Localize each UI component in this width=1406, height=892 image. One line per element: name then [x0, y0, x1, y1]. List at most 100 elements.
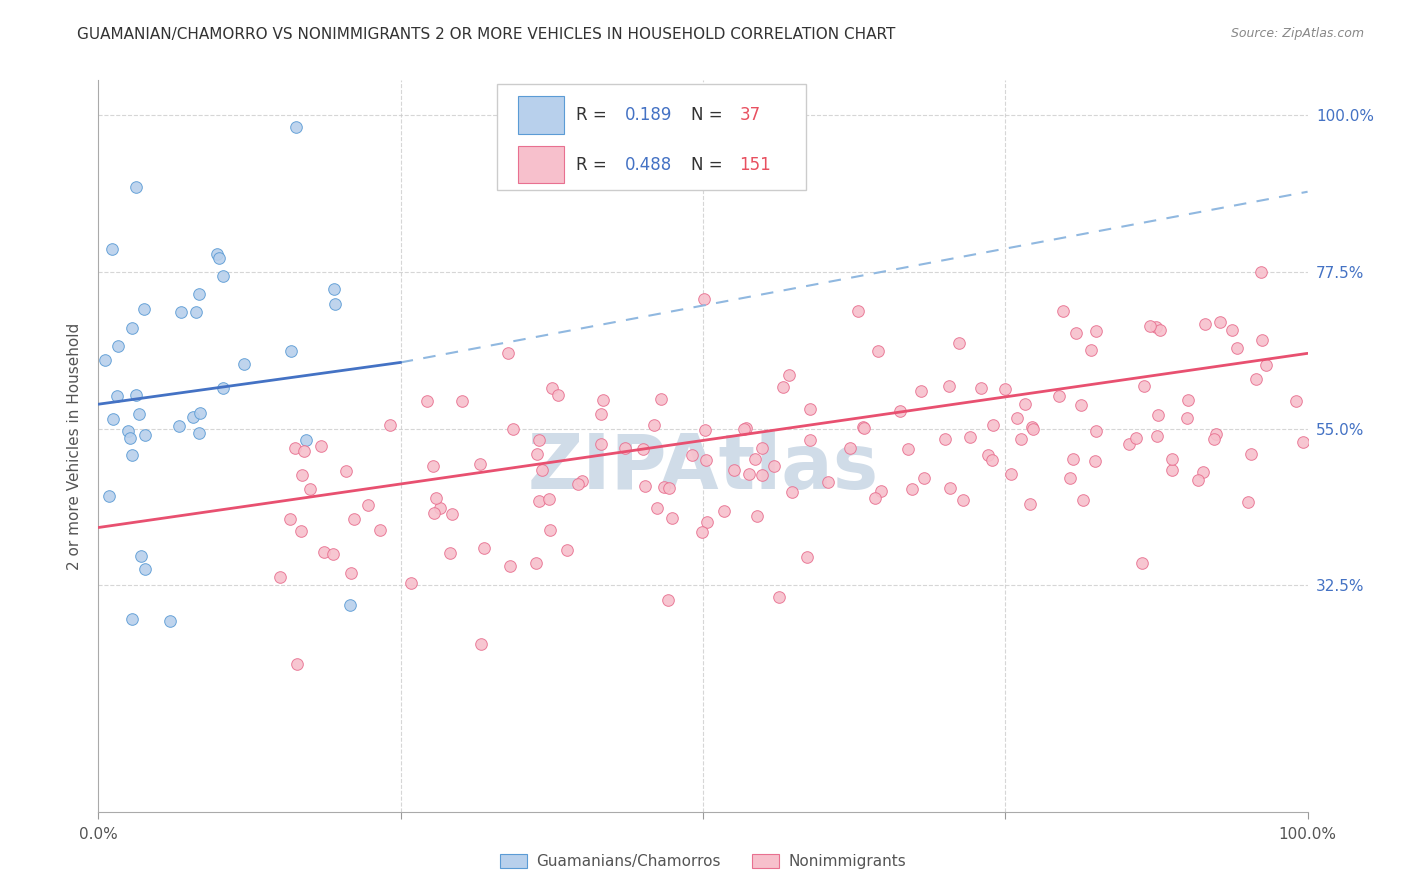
Point: [472, 541, 495, 556]
Point: [591, 436, 613, 450]
Point: [1052, 303, 1074, 318]
Point: [1256, 358, 1278, 372]
Point: [1085, 324, 1108, 338]
Point: [1251, 333, 1274, 347]
Point: [1147, 409, 1170, 423]
Point: [1250, 265, 1272, 279]
Point: [94, 353, 117, 368]
Point: [131, 549, 153, 563]
Point: [952, 492, 974, 507]
Point: [1202, 432, 1225, 446]
Point: [555, 543, 578, 558]
Text: ZIPAtlas: ZIPAtlas: [527, 431, 879, 505]
Point: [529, 494, 551, 508]
Point: [285, 657, 308, 671]
Point: [643, 417, 665, 432]
Point: [233, 357, 256, 371]
Point: [799, 401, 821, 416]
Point: [524, 556, 547, 570]
Point: [368, 523, 391, 537]
Point: [1285, 394, 1308, 409]
Point: [295, 433, 318, 447]
Point: [897, 442, 920, 456]
Point: [292, 444, 315, 458]
Point: [167, 418, 190, 433]
Text: 0.189: 0.189: [624, 106, 672, 124]
Text: R =: R =: [576, 155, 607, 174]
Point: [325, 297, 347, 311]
Point: [817, 475, 839, 490]
Point: [205, 247, 228, 261]
Point: [980, 453, 1002, 467]
FancyBboxPatch shape: [517, 96, 564, 134]
Point: [540, 381, 562, 395]
Point: [299, 482, 322, 496]
Point: [852, 419, 875, 434]
Point: [1177, 392, 1199, 407]
Point: [343, 512, 366, 526]
Point: [101, 242, 124, 256]
Point: [1073, 493, 1095, 508]
Point: [889, 404, 911, 418]
Point: [134, 427, 156, 442]
Point: [870, 483, 893, 498]
Point: [692, 524, 714, 539]
Point: [425, 491, 447, 505]
Point: [323, 282, 346, 296]
Point: [1118, 437, 1140, 451]
Point: [948, 336, 970, 351]
Point: [357, 498, 380, 512]
Point: [128, 407, 150, 421]
Point: [938, 379, 960, 393]
Point: [335, 464, 357, 478]
Point: [269, 569, 291, 583]
Point: [340, 566, 363, 581]
Point: [695, 452, 717, 467]
Point: [538, 523, 561, 537]
Point: [762, 459, 785, 474]
Point: [838, 441, 860, 455]
Point: [125, 387, 148, 401]
Point: [912, 471, 935, 485]
FancyBboxPatch shape: [517, 146, 564, 184]
Point: [614, 442, 637, 456]
Point: [772, 380, 794, 394]
Point: [291, 467, 314, 482]
Point: [695, 424, 717, 438]
Point: [526, 447, 548, 461]
Point: [1139, 319, 1161, 334]
FancyBboxPatch shape: [498, 84, 806, 190]
Text: R =: R =: [576, 106, 607, 124]
Point: [846, 304, 869, 318]
Point: [865, 491, 887, 505]
Point: [429, 501, 451, 516]
Point: [571, 475, 593, 489]
Point: [778, 368, 800, 382]
Point: [1005, 411, 1028, 425]
Point: [134, 562, 156, 576]
Point: [768, 590, 790, 604]
Point: [1205, 426, 1227, 441]
Point: [280, 344, 302, 359]
Point: [1194, 317, 1216, 331]
Point: [735, 420, 758, 434]
Point: [121, 448, 143, 462]
Point: [1175, 411, 1198, 425]
Legend: Guamanians/Chamorros, Nonimmigrants: Guamanians/Chamorros, Nonimmigrants: [494, 847, 912, 875]
Point: [290, 524, 312, 539]
Point: [502, 422, 524, 436]
Point: [1021, 420, 1043, 434]
Point: [278, 512, 301, 526]
Point: [422, 506, 444, 520]
Point: [170, 305, 193, 319]
Point: [1080, 343, 1102, 358]
Point: [959, 430, 981, 444]
Point: [1022, 421, 1045, 435]
Point: [378, 418, 401, 433]
Point: [105, 389, 128, 403]
Point: [284, 120, 307, 134]
Point: [98, 489, 121, 503]
Point: [970, 381, 993, 395]
Point: [117, 424, 139, 438]
Point: [1192, 465, 1215, 479]
